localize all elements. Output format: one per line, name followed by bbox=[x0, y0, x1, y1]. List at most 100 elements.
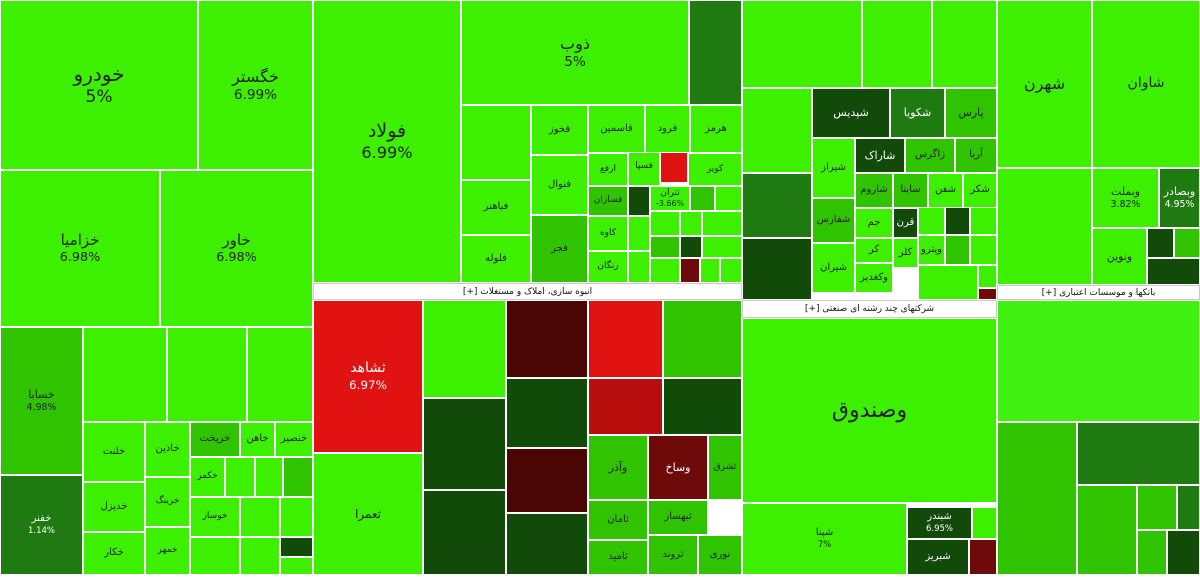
stock-tile[interactable]: کاوه bbox=[588, 216, 628, 251]
stock-tile[interactable]: جم bbox=[855, 208, 893, 238]
stock-tile[interactable] bbox=[280, 537, 313, 557]
stock-tile[interactable]: فجر bbox=[531, 215, 588, 283]
stock-tile[interactable] bbox=[588, 300, 663, 378]
stock-tile[interactable] bbox=[945, 235, 970, 265]
stock-tile[interactable]: شکر bbox=[963, 173, 997, 208]
stock-tile[interactable]: شبندر 6.95% bbox=[907, 507, 972, 539]
stock-tile[interactable]: شاراک bbox=[855, 138, 905, 173]
stock-tile[interactable] bbox=[1077, 422, 1200, 485]
stock-tile[interactable] bbox=[167, 327, 247, 422]
stock-tile[interactable]: ثتران -3.66% bbox=[650, 186, 690, 211]
stock-tile[interactable]: ثروند bbox=[648, 535, 698, 575]
stock-tile[interactable] bbox=[918, 265, 978, 300]
stock-tile[interactable]: ثامید bbox=[588, 540, 648, 575]
sector-header[interactable]: بانکها و موسسات اعتباری [+] bbox=[997, 285, 1200, 300]
stock-tile[interactable]: خلنت bbox=[83, 422, 145, 482]
stock-tile[interactable]: وبملت 3.82% bbox=[1092, 168, 1159, 228]
stock-tile[interactable] bbox=[680, 211, 702, 236]
stock-tile[interactable] bbox=[506, 300, 588, 378]
stock-tile[interactable] bbox=[742, 238, 812, 300]
stock-tile[interactable] bbox=[742, 173, 812, 238]
stock-tile[interactable]: نوری bbox=[698, 535, 742, 575]
stock-tile[interactable]: قرن bbox=[893, 208, 918, 238]
stock-tile[interactable]: فخوز bbox=[531, 105, 588, 155]
stock-tile[interactable] bbox=[997, 422, 1077, 575]
stock-tile[interactable] bbox=[280, 497, 313, 537]
stock-tile[interactable]: وساخ bbox=[648, 435, 708, 500]
stock-tile[interactable]: شکویا bbox=[890, 88, 945, 138]
stock-tile[interactable]: خریخت bbox=[190, 422, 240, 457]
stock-tile[interactable] bbox=[715, 186, 742, 211]
stock-tile[interactable] bbox=[702, 211, 742, 236]
stock-tile[interactable] bbox=[1147, 228, 1174, 258]
stock-tile[interactable] bbox=[190, 537, 240, 575]
stock-tile[interactable] bbox=[506, 378, 588, 448]
stock-tile[interactable] bbox=[283, 457, 313, 497]
stock-tile[interactable]: شپدیس bbox=[812, 88, 890, 138]
stock-tile[interactable] bbox=[663, 378, 742, 435]
stock-tile[interactable] bbox=[628, 251, 650, 283]
stock-tile[interactable] bbox=[240, 497, 280, 537]
stock-tile[interactable]: فلوله bbox=[461, 235, 531, 283]
stock-tile[interactable] bbox=[742, 0, 862, 88]
stock-tile[interactable]: خودرو 5% bbox=[0, 0, 198, 170]
stock-tile[interactable]: ارفع bbox=[588, 153, 628, 186]
stock-tile[interactable]: فنوال bbox=[531, 155, 588, 215]
stock-tile[interactable]: هرمز bbox=[690, 105, 742, 153]
stock-tile[interactable]: زاگرس bbox=[905, 138, 955, 173]
stock-tile[interactable]: خکار bbox=[83, 532, 145, 575]
stock-tile[interactable] bbox=[506, 448, 588, 513]
stock-tile[interactable] bbox=[1077, 485, 1137, 575]
stock-tile[interactable] bbox=[680, 236, 702, 258]
stock-tile[interactable] bbox=[660, 148, 688, 183]
stock-tile[interactable]: ثبهساز bbox=[648, 500, 708, 535]
stock-tile[interactable] bbox=[918, 205, 945, 235]
stock-tile[interactable]: خاذین bbox=[145, 422, 190, 477]
stock-tile[interactable]: خمهر bbox=[145, 527, 190, 575]
stock-tile[interactable] bbox=[240, 537, 280, 575]
stock-tile[interactable] bbox=[628, 186, 650, 216]
stock-tile[interactable]: فسپا bbox=[628, 148, 660, 186]
stock-tile[interactable] bbox=[689, 0, 742, 105]
stock-tile[interactable]: ثشاهد 6.97% bbox=[313, 300, 423, 453]
stock-tile[interactable]: شفن bbox=[928, 173, 963, 208]
stock-tile[interactable]: فولاد 6.99% bbox=[313, 0, 461, 283]
stock-tile[interactable]: کویر bbox=[688, 153, 742, 186]
stock-tile[interactable] bbox=[506, 513, 588, 575]
stock-tile[interactable] bbox=[690, 186, 715, 211]
stock-tile[interactable]: کر bbox=[855, 238, 893, 263]
stock-tile[interactable]: وصندوق bbox=[742, 318, 997, 503]
stock-tile[interactable]: خرینگ bbox=[145, 477, 190, 527]
stock-tile[interactable]: شیران bbox=[812, 243, 855, 293]
stock-tile[interactable]: ونوین bbox=[1092, 228, 1147, 285]
stock-tile[interactable] bbox=[650, 236, 680, 258]
stock-tile[interactable] bbox=[742, 88, 812, 173]
stock-tile[interactable] bbox=[1167, 530, 1200, 575]
stock-tile[interactable]: خاور 6.98% bbox=[160, 170, 313, 327]
stock-tile[interactable]: فرود bbox=[645, 105, 690, 153]
stock-tile[interactable] bbox=[700, 258, 720, 283]
stock-tile[interactable]: ثعمرا bbox=[313, 453, 423, 575]
stock-tile[interactable]: وکغدیر bbox=[855, 263, 893, 293]
stock-tile[interactable]: ساینا bbox=[893, 173, 928, 208]
stock-tile[interactable]: آریا bbox=[955, 138, 997, 173]
stock-tile[interactable] bbox=[969, 539, 997, 575]
stock-tile[interactable]: شفارس bbox=[812, 198, 855, 243]
stock-tile[interactable] bbox=[83, 327, 167, 422]
stock-tile[interactable] bbox=[997, 168, 1092, 285]
stock-tile[interactable]: شیراز bbox=[812, 138, 855, 198]
stock-tile[interactable] bbox=[650, 211, 680, 236]
stock-tile[interactable]: شاوان bbox=[1092, 0, 1200, 168]
stock-tile[interactable]: شهرن bbox=[997, 0, 1092, 168]
stock-tile[interactable] bbox=[280, 557, 313, 575]
stock-tile[interactable]: ثامان bbox=[588, 500, 648, 540]
stock-tile[interactable]: خنصیر bbox=[275, 422, 313, 457]
stock-tile[interactable]: رنگان bbox=[588, 251, 628, 283]
stock-tile[interactable]: خگستر 6.99% bbox=[198, 0, 313, 170]
stock-tile[interactable] bbox=[1137, 530, 1167, 575]
stock-tile[interactable] bbox=[978, 288, 997, 300]
stock-tile[interactable]: پارس bbox=[945, 88, 997, 138]
stock-tile[interactable]: خفنر 1.14% bbox=[0, 475, 83, 575]
stock-tile[interactable]: وآذر bbox=[588, 435, 648, 500]
stock-tile[interactable]: خزامیا 6.98% bbox=[0, 170, 160, 327]
